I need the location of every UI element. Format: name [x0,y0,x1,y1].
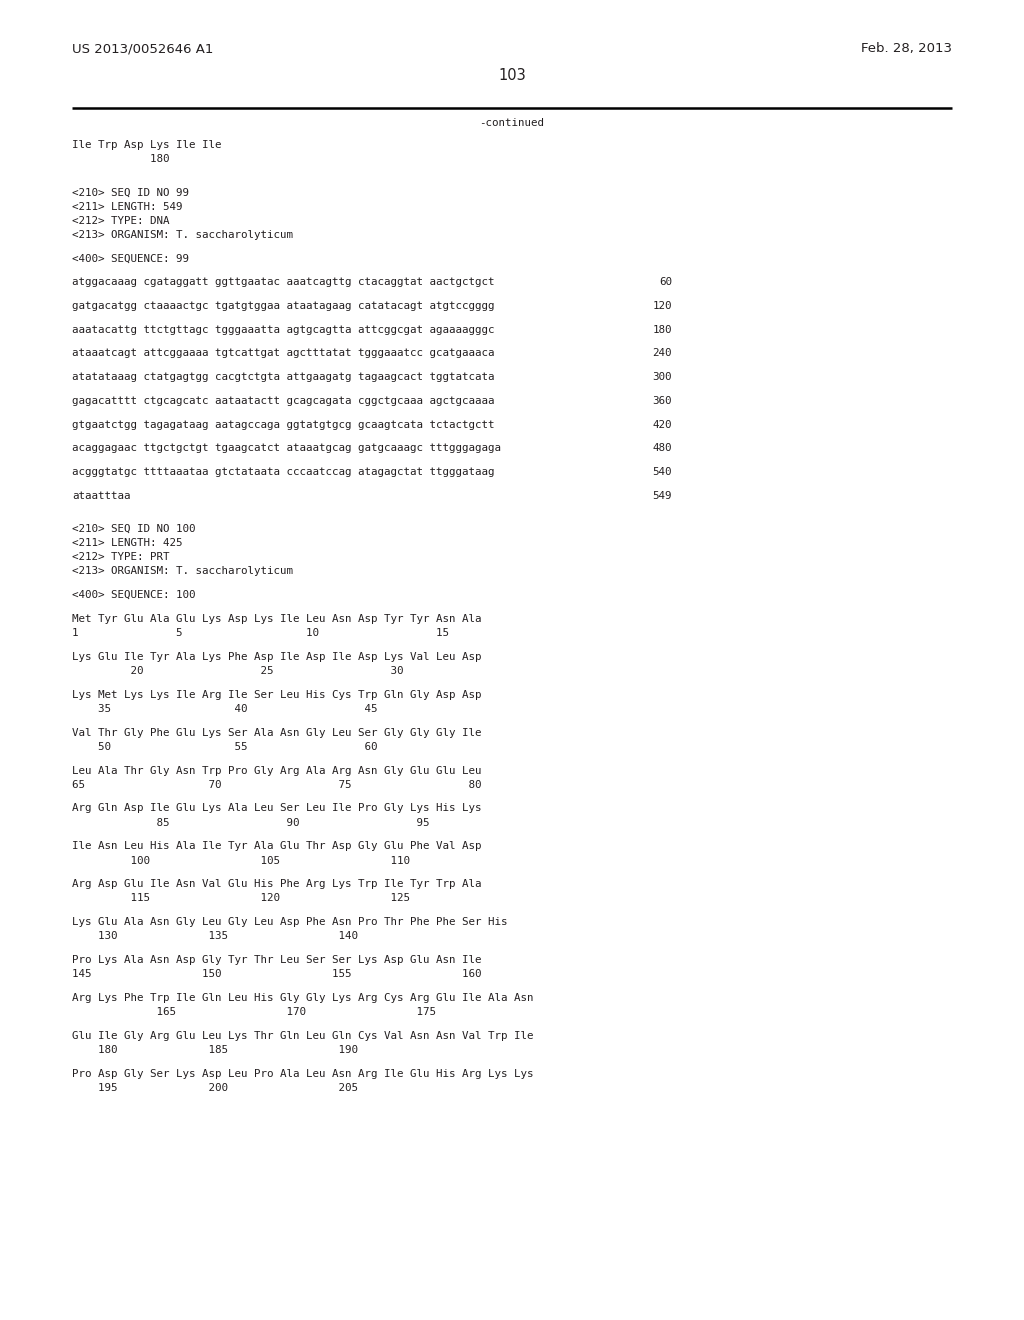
Text: <212> TYPE: DNA: <212> TYPE: DNA [72,215,170,226]
Text: Arg Lys Phe Trp Ile Gln Leu His Gly Gly Lys Arg Cys Arg Glu Ile Ala Asn: Arg Lys Phe Trp Ile Gln Leu His Gly Gly … [72,993,534,1003]
Text: Met Tyr Glu Ala Glu Lys Asp Lys Ile Leu Asn Asp Tyr Tyr Asn Ala: Met Tyr Glu Ala Glu Lys Asp Lys Ile Leu … [72,614,481,624]
Text: 420: 420 [652,420,672,429]
Text: gagacatttt ctgcagcatc aataatactt gcagcagata cggctgcaaa agctgcaaaa: gagacatttt ctgcagcatc aataatactt gcagcag… [72,396,495,405]
Text: 300: 300 [652,372,672,383]
Text: atatataaag ctatgagtgg cacgtctgta attgaagatg tagaagcact tggtatcata: atatataaag ctatgagtgg cacgtctgta attgaag… [72,372,495,383]
Text: ataaatcagt attcggaaaa tgtcattgat agctttatat tgggaaatcc gcatgaaaca: ataaatcagt attcggaaaa tgtcattgat agcttta… [72,348,495,359]
Text: acaggagaac ttgctgctgt tgaagcatct ataaatgcag gatgcaaagc tttgggagaga: acaggagaac ttgctgctgt tgaagcatct ataaatg… [72,444,501,453]
Text: Feb. 28, 2013: Feb. 28, 2013 [861,42,952,55]
Text: Arg Asp Glu Ile Asn Val Glu His Phe Arg Lys Trp Ile Tyr Trp Ala: Arg Asp Glu Ile Asn Val Glu His Phe Arg … [72,879,481,890]
Text: 35                   40                  45: 35 40 45 [72,704,378,714]
Text: 180: 180 [652,325,672,335]
Text: Lys Met Lys Lys Ile Arg Ile Ser Leu His Cys Trp Gln Gly Asp Asp: Lys Met Lys Lys Ile Arg Ile Ser Leu His … [72,690,481,700]
Text: 115                 120                 125: 115 120 125 [72,894,410,903]
Text: 145                 150                 155                 160: 145 150 155 160 [72,969,481,979]
Text: 180              185                 190: 180 185 190 [72,1045,358,1055]
Text: 100                 105                 110: 100 105 110 [72,855,410,866]
Text: <212> TYPE: PRT: <212> TYPE: PRT [72,552,170,562]
Text: 120: 120 [652,301,672,312]
Text: 103: 103 [498,69,526,83]
Text: <210> SEQ ID NO 99: <210> SEQ ID NO 99 [72,187,189,198]
Text: Lys Glu Ala Asn Gly Leu Gly Leu Asp Phe Asn Pro Thr Phe Phe Ser His: Lys Glu Ala Asn Gly Leu Gly Leu Asp Phe … [72,917,508,927]
Text: acgggtatgc ttttaaataa gtctataata cccaatccag atagagctat ttgggataag: acgggtatgc ttttaaataa gtctataata cccaatc… [72,467,495,477]
Text: Leu Ala Thr Gly Asn Trp Pro Gly Arg Ala Arg Asn Gly Glu Glu Leu: Leu Ala Thr Gly Asn Trp Pro Gly Arg Ala … [72,766,481,776]
Text: Glu Ile Gly Arg Glu Leu Lys Thr Gln Leu Gln Cys Val Asn Asn Val Trp Ile: Glu Ile Gly Arg Glu Leu Lys Thr Gln Leu … [72,1031,534,1040]
Text: Val Thr Gly Phe Glu Lys Ser Ala Asn Gly Leu Ser Gly Gly Gly Ile: Val Thr Gly Phe Glu Lys Ser Ala Asn Gly … [72,727,481,738]
Text: 130              135                 140: 130 135 140 [72,932,358,941]
Text: -continued: -continued [479,117,545,128]
Text: 549: 549 [652,491,672,500]
Text: 360: 360 [652,396,672,405]
Text: gatgacatgg ctaaaactgc tgatgtggaa ataatagaag catatacagt atgtccgggg: gatgacatgg ctaaaactgc tgatgtggaa ataatag… [72,301,495,312]
Text: <213> ORGANISM: T. saccharolyticum: <213> ORGANISM: T. saccharolyticum [72,566,293,577]
Text: ataatttaa: ataatttaa [72,491,130,500]
Text: aaatacattg ttctgttagc tgggaaatta agtgcagtta attcggcgat agaaaagggc: aaatacattg ttctgttagc tgggaaatta agtgcag… [72,325,495,335]
Text: Lys Glu Ile Tyr Ala Lys Phe Asp Ile Asp Ile Asp Lys Val Leu Asp: Lys Glu Ile Tyr Ala Lys Phe Asp Ile Asp … [72,652,481,661]
Text: 180: 180 [72,154,170,164]
Text: Ile Asn Leu His Ala Ile Tyr Ala Glu Thr Asp Gly Glu Phe Val Asp: Ile Asn Leu His Ala Ile Tyr Ala Glu Thr … [72,841,481,851]
Text: 20                  25                  30: 20 25 30 [72,667,403,676]
Text: 1               5                   10                  15: 1 5 10 15 [72,628,449,638]
Text: 65                   70                  75                  80: 65 70 75 80 [72,780,481,789]
Text: Arg Gln Asp Ile Glu Lys Ala Leu Ser Leu Ile Pro Gly Lys His Lys: Arg Gln Asp Ile Glu Lys Ala Leu Ser Leu … [72,804,481,813]
Text: 60: 60 [659,277,672,288]
Text: <211> LENGTH: 549: <211> LENGTH: 549 [72,202,182,211]
Text: Ile Trp Asp Lys Ile Ile: Ile Trp Asp Lys Ile Ile [72,140,221,150]
Text: <213> ORGANISM: T. saccharolyticum: <213> ORGANISM: T. saccharolyticum [72,230,293,240]
Text: Pro Lys Ala Asn Asp Gly Tyr Thr Leu Ser Ser Lys Asp Glu Asn Ile: Pro Lys Ala Asn Asp Gly Tyr Thr Leu Ser … [72,954,481,965]
Text: 195              200                 205: 195 200 205 [72,1082,358,1093]
Text: 240: 240 [652,348,672,359]
Text: 480: 480 [652,444,672,453]
Text: <210> SEQ ID NO 100: <210> SEQ ID NO 100 [72,524,196,533]
Text: <211> LENGTH: 425: <211> LENGTH: 425 [72,539,182,548]
Text: Pro Asp Gly Ser Lys Asp Leu Pro Ala Leu Asn Arg Ile Glu His Arg Lys Lys: Pro Asp Gly Ser Lys Asp Leu Pro Ala Leu … [72,1069,534,1078]
Text: <400> SEQUENCE: 99: <400> SEQUENCE: 99 [72,253,189,264]
Text: 165                 170                 175: 165 170 175 [72,1007,436,1018]
Text: atggacaaag cgataggatt ggttgaatac aaatcagttg ctacaggtat aactgctgct: atggacaaag cgataggatt ggttgaatac aaatcag… [72,277,495,288]
Text: US 2013/0052646 A1: US 2013/0052646 A1 [72,42,213,55]
Text: 50                   55                  60: 50 55 60 [72,742,378,752]
Text: gtgaatctgg tagagataag aatagccaga ggtatgtgcg gcaagtcata tctactgctt: gtgaatctgg tagagataag aatagccaga ggtatgt… [72,420,495,429]
Text: 85                  90                  95: 85 90 95 [72,817,429,828]
Text: <400> SEQUENCE: 100: <400> SEQUENCE: 100 [72,590,196,601]
Text: 540: 540 [652,467,672,477]
